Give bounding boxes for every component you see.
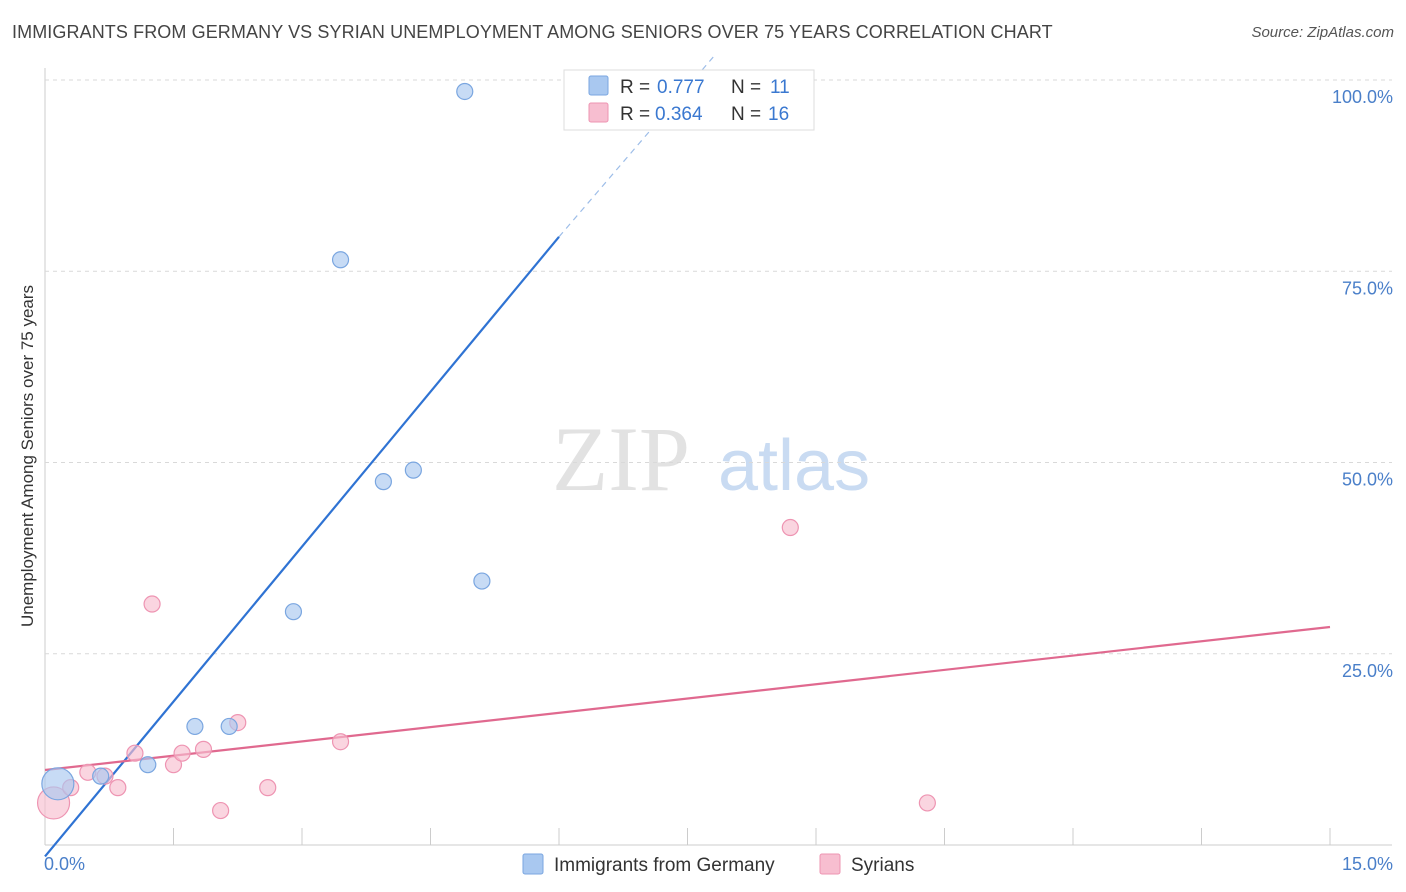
- germany-point: [331, 251, 350, 269]
- syrians-point: [109, 779, 127, 797]
- germany-point: [186, 717, 204, 736]
- watermark-atlas: atlas: [718, 426, 870, 506]
- germany-point: [473, 572, 491, 590]
- y-axis-label: Unemployment Among Seniors over 75 years: [18, 285, 37, 627]
- legend-n-value-syrians: 16: [768, 104, 789, 125]
- germany-point: [404, 461, 422, 479]
- legend-r-label-germany: R =: [620, 77, 655, 98]
- legend-r-label-syrians: R =: [620, 104, 655, 125]
- legend-r-value-germany: 0.777: [657, 77, 705, 98]
- bottom-legend-label-germany: Immigrants from Germany: [554, 855, 775, 876]
- syrians-point: [164, 756, 183, 774]
- germany-point: [41, 767, 75, 801]
- germany-point: [220, 717, 238, 736]
- syrians-point: [143, 595, 161, 613]
- x-tick-label-max: 15.0%: [1342, 854, 1393, 874]
- syrians-point: [173, 744, 191, 762]
- legend-swatch-syrians: [588, 102, 609, 123]
- y-tick-label: 75.0%: [1342, 278, 1393, 298]
- germany-point: [374, 473, 392, 491]
- source-label: Source: ZipAtlas.com: [1251, 24, 1394, 41]
- syrians-point: [781, 518, 799, 537]
- syrians-point: [126, 744, 144, 762]
- series-legend: Immigrants from Germany Syrians: [522, 853, 914, 876]
- legend-n-label-syrians: N =: [731, 104, 766, 125]
- bottom-legend-swatch-syrians: [819, 853, 841, 875]
- legend-swatch-germany: [588, 75, 609, 96]
- legend-r-value-syrians: 0.364: [655, 104, 703, 125]
- legend-n-value-germany: 11: [770, 77, 790, 98]
- germany-point: [92, 767, 110, 785]
- trendline-germany: [44, 236, 560, 858]
- legend-n-label-germany: N =: [731, 77, 766, 98]
- bottom-legend-swatch-germany: [522, 853, 544, 875]
- watermark-zip: ZIP: [552, 408, 690, 510]
- germany-point: [139, 756, 157, 774]
- trendline-syrians: [44, 625, 1331, 772]
- y-tick-label: 50.0%: [1342, 470, 1393, 490]
- correlation-legend: R = 0.777 N = 11 R = 0.364 N = 16: [563, 69, 815, 131]
- y-tick-label: 25.0%: [1342, 661, 1393, 681]
- germany-point: [284, 603, 303, 621]
- chart-title: IMMIGRANTS FROM GERMANY VS SYRIAN UNEMPL…: [12, 22, 1053, 42]
- syrians-point: [331, 733, 350, 751]
- syrians-point: [194, 740, 213, 758]
- germany-point: [456, 82, 474, 101]
- syrians-point: [918, 794, 936, 812]
- bottom-legend-label-syrians: Syrians: [851, 855, 914, 876]
- syrians-point: [259, 779, 277, 797]
- y-tick-label: 100.0%: [1332, 87, 1393, 107]
- x-tick-label-min: 0.0%: [44, 854, 85, 874]
- syrians-point: [212, 801, 230, 820]
